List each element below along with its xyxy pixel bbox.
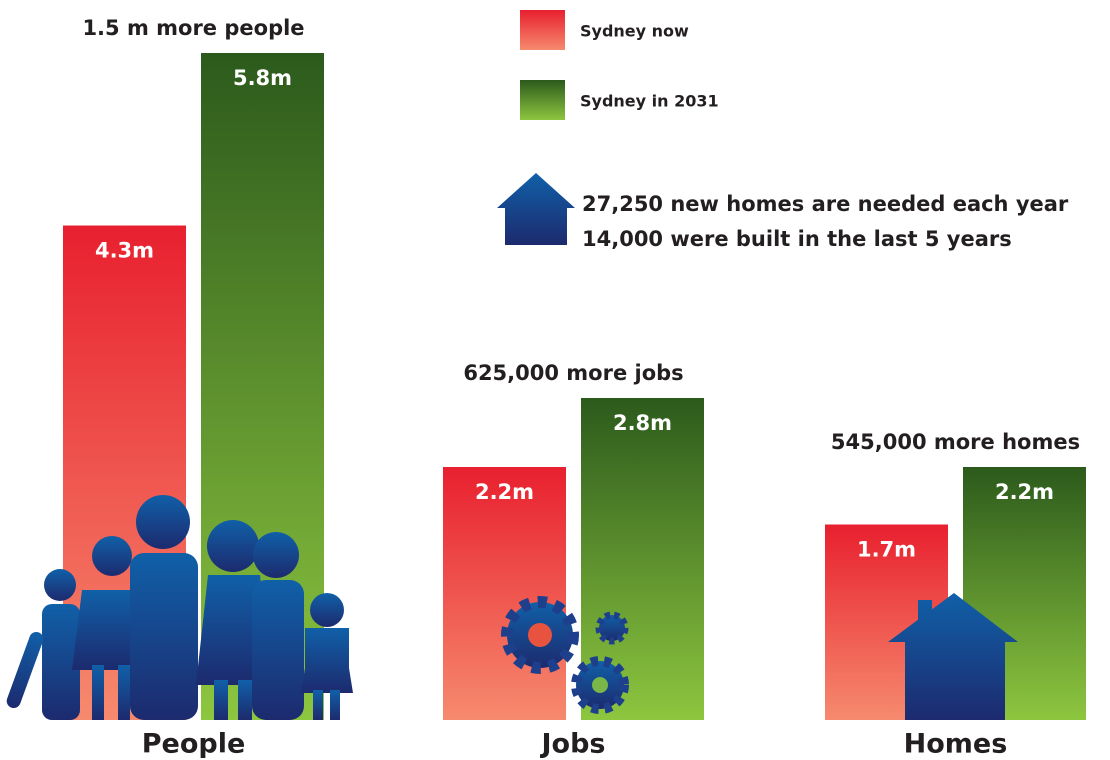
house-icon [888, 593, 1018, 720]
value-label: 1.7m [857, 538, 916, 562]
bar [443, 467, 566, 720]
legend-label: Sydney now [580, 22, 689, 41]
annotation: 1.5 m more people [82, 16, 304, 40]
value-label: 2.2m [995, 480, 1054, 504]
value-label: 2.2m [475, 480, 534, 504]
annotation: 545,000 more homes [831, 430, 1080, 454]
legend-label: Sydney in 2031 [580, 92, 719, 111]
x-tick-label: Homes [904, 729, 1008, 760]
legend-swatch [520, 80, 565, 120]
note: 14,000 were built in the last 5 years [582, 227, 1012, 251]
bars [63, 53, 1086, 720]
value-label: 5.8m [233, 66, 292, 90]
x-tick-label: Jobs [540, 729, 606, 760]
legend: Sydney now Sydney in 2031 [520, 10, 719, 120]
value-label: 2.8m [613, 411, 672, 435]
value-label: 4.3m [95, 239, 154, 263]
people-icon [6, 495, 353, 720]
x-tick-label: People [142, 729, 246, 760]
gears-icon [501, 596, 629, 714]
house-icon-small [497, 173, 575, 245]
legend-swatch [520, 10, 565, 50]
note: 27,250 new homes are needed each year [582, 192, 1069, 216]
annotation: 625,000 more jobs [463, 361, 683, 385]
